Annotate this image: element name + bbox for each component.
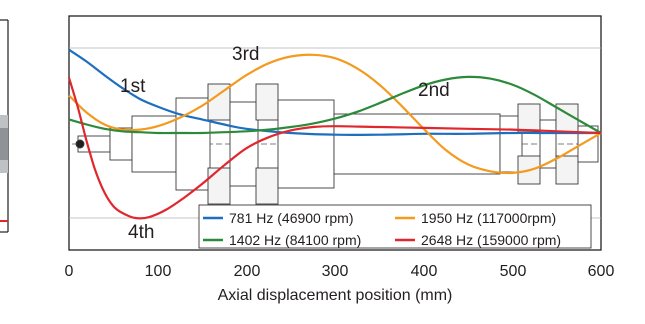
mode-labels: 1st 3rd 2nd 4th — [120, 44, 450, 243]
series-line-2 — [68, 75, 602, 135]
x-axis-label: Axial displacement position (mm) — [218, 287, 453, 304]
x-tick-500: 500 — [500, 263, 527, 280]
tool-tip-marker — [75, 139, 85, 149]
legend-label-781hz: 781 Hz (46900 rpm) — [229, 210, 354, 226]
x-tick-300: 300 — [322, 263, 349, 280]
series-line-3 — [67, 77, 602, 220]
motor-rotor — [277, 99, 335, 189]
x-tick-0: 0 — [65, 263, 74, 280]
series-layer — [67, 48, 602, 220]
bearing-front-2-top — [255, 83, 279, 121]
shaft-body — [333, 113, 501, 175]
x-tick-200: 200 — [234, 263, 261, 280]
front-housing — [175, 97, 211, 191]
front-collar — [131, 115, 177, 173]
mode-label-1st: 1st — [120, 76, 146, 97]
bearing-rear-1-top — [517, 103, 541, 133]
x-axis: 0 100 200 300 400 500 600 Axial displace… — [65, 263, 615, 304]
x-tick-100: 100 — [145, 263, 172, 280]
bearing-front-2-bottom — [255, 167, 279, 205]
legend-label-1950hz: 1950 Hz (117000rpm) — [421, 210, 556, 226]
bearing-rear-2-bottom — [555, 155, 579, 185]
adjacent-panel-fragment — [0, 19, 9, 233]
legend-label-2648hz: 2648 Hz (159000 rpm) — [421, 232, 561, 248]
bearing-front-1-bottom — [207, 167, 231, 205]
legend: 781 Hz (46900 rpm) 1950 Hz (117000rpm) 1… — [198, 204, 592, 249]
mode-label-4th: 4th — [128, 222, 154, 243]
mode-label-3rd: 3rd — [232, 44, 259, 65]
series-line-1 — [68, 53, 602, 175]
spacer — [229, 101, 259, 187]
mode-label-2nd: 2nd — [418, 80, 450, 101]
x-tick-600: 600 — [588, 263, 615, 280]
series-line-0 — [68, 48, 601, 136]
x-tick-400: 400 — [411, 263, 438, 280]
legend-label-1402hz: 1402 Hz (84100 rpm) — [229, 232, 361, 248]
